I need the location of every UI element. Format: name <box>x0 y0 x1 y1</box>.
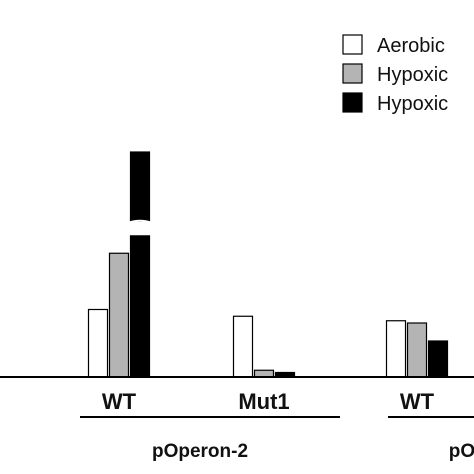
group-label-0: pOperon-2 <box>152 441 248 462</box>
legend-label-0: Aerobic <box>377 35 445 57</box>
category-label-0: WT <box>102 389 137 414</box>
category-label-1: Mut1 <box>238 389 289 414</box>
bar-hypoxic-1-mut1-1 <box>253 369 275 378</box>
bar-aerobic-0-wt-2 <box>385 320 407 378</box>
group-labels: pOperon-2 pO <box>80 416 474 462</box>
legend-swatch-2 <box>342 92 363 113</box>
legend-swatch-0 <box>342 34 363 55</box>
legend-label-1: Hypoxic <box>377 64 448 86</box>
axis-break-gap <box>128 221 152 236</box>
bar-hypoxic-2-wt-0 <box>129 151 151 378</box>
bar-hypoxic-2-wt-2 <box>427 340 449 378</box>
group-label-1: pO <box>449 441 474 462</box>
legend-label-2: Hypoxic <box>377 93 448 115</box>
bars-layer <box>87 151 449 378</box>
category-labels: WT Mut1 WT <box>102 389 435 414</box>
axis-break-mark <box>128 219 152 224</box>
legend-swatch-1 <box>342 63 363 84</box>
bar-hypoxic-1-wt-2 <box>406 322 428 378</box>
bar-aerobic-0-wt-0 <box>87 308 109 378</box>
category-label-2: WT <box>400 389 435 414</box>
bar-aerobic-0-mut1-1 <box>232 315 254 378</box>
legend: Aerobic Hypoxic Hypoxic <box>342 34 448 115</box>
bar-hypoxic-1-wt-0 <box>108 252 130 378</box>
